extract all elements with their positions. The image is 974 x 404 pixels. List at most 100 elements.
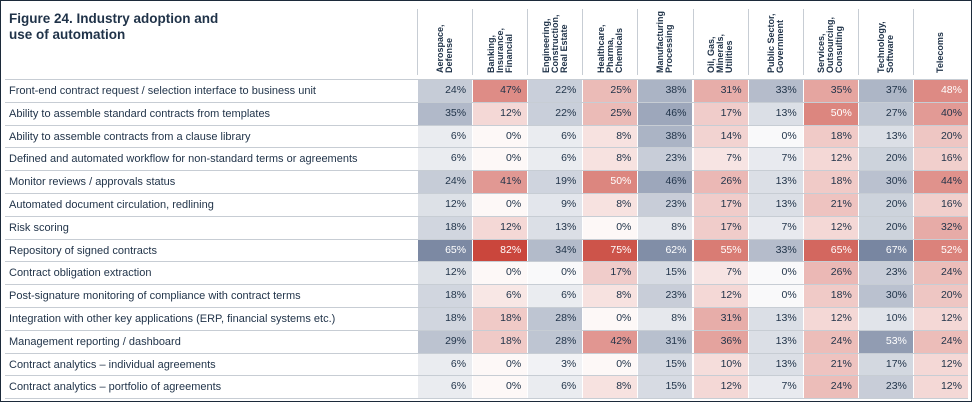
value-cell: 12% xyxy=(472,216,528,239)
figure-title: Figure 24. Industry adoption and use of … xyxy=(9,11,249,43)
value-cell: 35% xyxy=(802,80,858,102)
value-cell: 18% xyxy=(802,171,858,193)
value-cell: 23% xyxy=(637,285,693,307)
value-cell: 7% xyxy=(747,376,803,399)
column-header-text: Public Sector, Government xyxy=(766,9,785,73)
value-cell: 6% xyxy=(527,125,583,148)
table-row: Repository of signed contracts 65% 82% 34% 7… xyxy=(5,238,968,262)
row-label: Monitor reviews / approvals status xyxy=(9,176,176,189)
value-cell: 12% xyxy=(692,376,748,399)
value-cell: 42% xyxy=(582,330,638,353)
value-cell: 62% xyxy=(637,239,693,262)
value-cell: 48% xyxy=(912,80,968,102)
value-cell: 17% xyxy=(692,194,748,216)
column-header-line: Chemicals xyxy=(613,27,624,73)
value-cell: 0% xyxy=(747,262,803,285)
column-header: Oil, Gas, Minerals, Utilities xyxy=(692,9,748,75)
table-row: Management reporting / dashboard 29% 18% 28… xyxy=(5,329,968,353)
row-label: Ability to assemble contracts from a cla… xyxy=(9,130,251,143)
row-label: Post-signature monitoring of compliance … xyxy=(9,290,301,303)
figure-title-line2: use of automation xyxy=(9,27,126,42)
value-cell: 30% xyxy=(857,171,913,193)
value-cell: 23% xyxy=(637,148,693,171)
value-cell: 24% xyxy=(802,330,858,353)
value-cell: 6% xyxy=(472,285,528,307)
value-cell: 15% xyxy=(637,262,693,285)
value-cell: 19% xyxy=(527,171,583,193)
value-cell: 28% xyxy=(527,330,583,353)
table-row: Monitor reviews / approvals status 24% 41%… xyxy=(5,170,968,193)
value-cell: 50% xyxy=(802,102,858,125)
column-header-line: Telecoms xyxy=(935,32,946,73)
value-cell: 7% xyxy=(692,262,748,285)
value-cell: 25% xyxy=(582,80,638,102)
value-cell: 18% xyxy=(802,125,858,148)
value-cell: 8% xyxy=(637,308,693,330)
column-header: Services, Outsourcing, Consulting xyxy=(802,9,858,75)
value-cell: 12% xyxy=(912,376,968,399)
value-cell: 65% xyxy=(417,239,473,262)
table-row: Ability to assemble standard contracts f… xyxy=(5,101,968,125)
value-cell: 0% xyxy=(582,353,638,376)
value-cell: 24% xyxy=(417,80,473,102)
row-label: Contract analytics – individual agreemen… xyxy=(9,358,216,371)
value-cell: 34% xyxy=(527,239,583,262)
value-cell: 13% xyxy=(747,171,803,193)
value-cell: 13% xyxy=(747,102,803,125)
row-label: Integration with other key applications … xyxy=(9,313,336,325)
column-header-line: Software xyxy=(884,34,895,73)
column-header-line: Real Estate xyxy=(558,24,569,73)
value-cell: 44% xyxy=(912,171,968,193)
value-cell: 23% xyxy=(857,262,913,285)
value-cell: 12% xyxy=(912,353,968,376)
value-cell: 0% xyxy=(472,148,528,171)
value-cell: 14% xyxy=(692,125,748,148)
value-cell: 53% xyxy=(857,330,913,353)
table-row: Contract obligation extraction 12% 0% 0% 17%… xyxy=(5,261,968,285)
value-cell: 0% xyxy=(747,285,803,307)
value-cell: 6% xyxy=(417,125,473,148)
value-cell: 6% xyxy=(417,376,473,399)
value-cell: 0% xyxy=(472,353,528,376)
table-row: Front-end contract request / selection i… xyxy=(5,79,968,102)
value-cell: 28% xyxy=(527,308,583,330)
value-cell: 17% xyxy=(857,353,913,376)
table-row: Contract analytics – individual agreemen… xyxy=(5,352,968,376)
column-header: Healthcare, Pharma, Chemicals xyxy=(582,9,637,75)
column-header-text: Banking, Insurance, Financial xyxy=(486,9,514,73)
value-cell: 12% xyxy=(802,308,858,330)
value-cell: 0% xyxy=(582,216,638,239)
row-label: Front-end contract request / selection i… xyxy=(9,85,316,97)
value-cell: 24% xyxy=(802,376,858,399)
value-cell: 18% xyxy=(472,330,528,353)
value-cell: 31% xyxy=(637,330,693,353)
column-header: Technology, Software xyxy=(857,9,913,75)
value-cell: 22% xyxy=(527,102,583,125)
value-cell: 12% xyxy=(472,102,528,125)
value-cell: 12% xyxy=(912,308,968,330)
row-label: Risk scoring xyxy=(9,221,69,234)
row-label: Repository of signed contracts xyxy=(9,244,157,257)
value-cell: 8% xyxy=(582,376,638,399)
column-header-line: Processing xyxy=(664,24,675,73)
value-cell: 15% xyxy=(637,376,693,399)
value-cell: 13% xyxy=(747,194,803,216)
column-header-text: Healthcare, Pharma, Chemicals xyxy=(596,9,624,73)
row-label: Ability to assemble standard contracts f… xyxy=(9,107,271,120)
value-cell: 17% xyxy=(692,216,748,239)
value-cell: 7% xyxy=(747,148,803,171)
row-label: Contract obligation extraction xyxy=(9,267,152,280)
value-cell: 6% xyxy=(527,376,583,399)
value-cell: 20% xyxy=(912,125,968,148)
value-cell: 65% xyxy=(802,239,858,262)
value-cell: 24% xyxy=(912,330,968,353)
value-cell: 20% xyxy=(857,194,913,216)
value-cell: 26% xyxy=(802,262,858,285)
row-label: Management reporting / dashboard xyxy=(9,335,181,348)
table-row: Defined and automated workflow for non-s… xyxy=(5,147,968,171)
value-cell: 6% xyxy=(417,353,473,376)
table-row: Ability to assemble contracts from a cla… xyxy=(5,124,968,148)
column-header-text: Services, Outsourcing, Consulting xyxy=(816,9,844,73)
value-cell: 46% xyxy=(637,171,693,193)
value-cell: 33% xyxy=(747,239,803,262)
